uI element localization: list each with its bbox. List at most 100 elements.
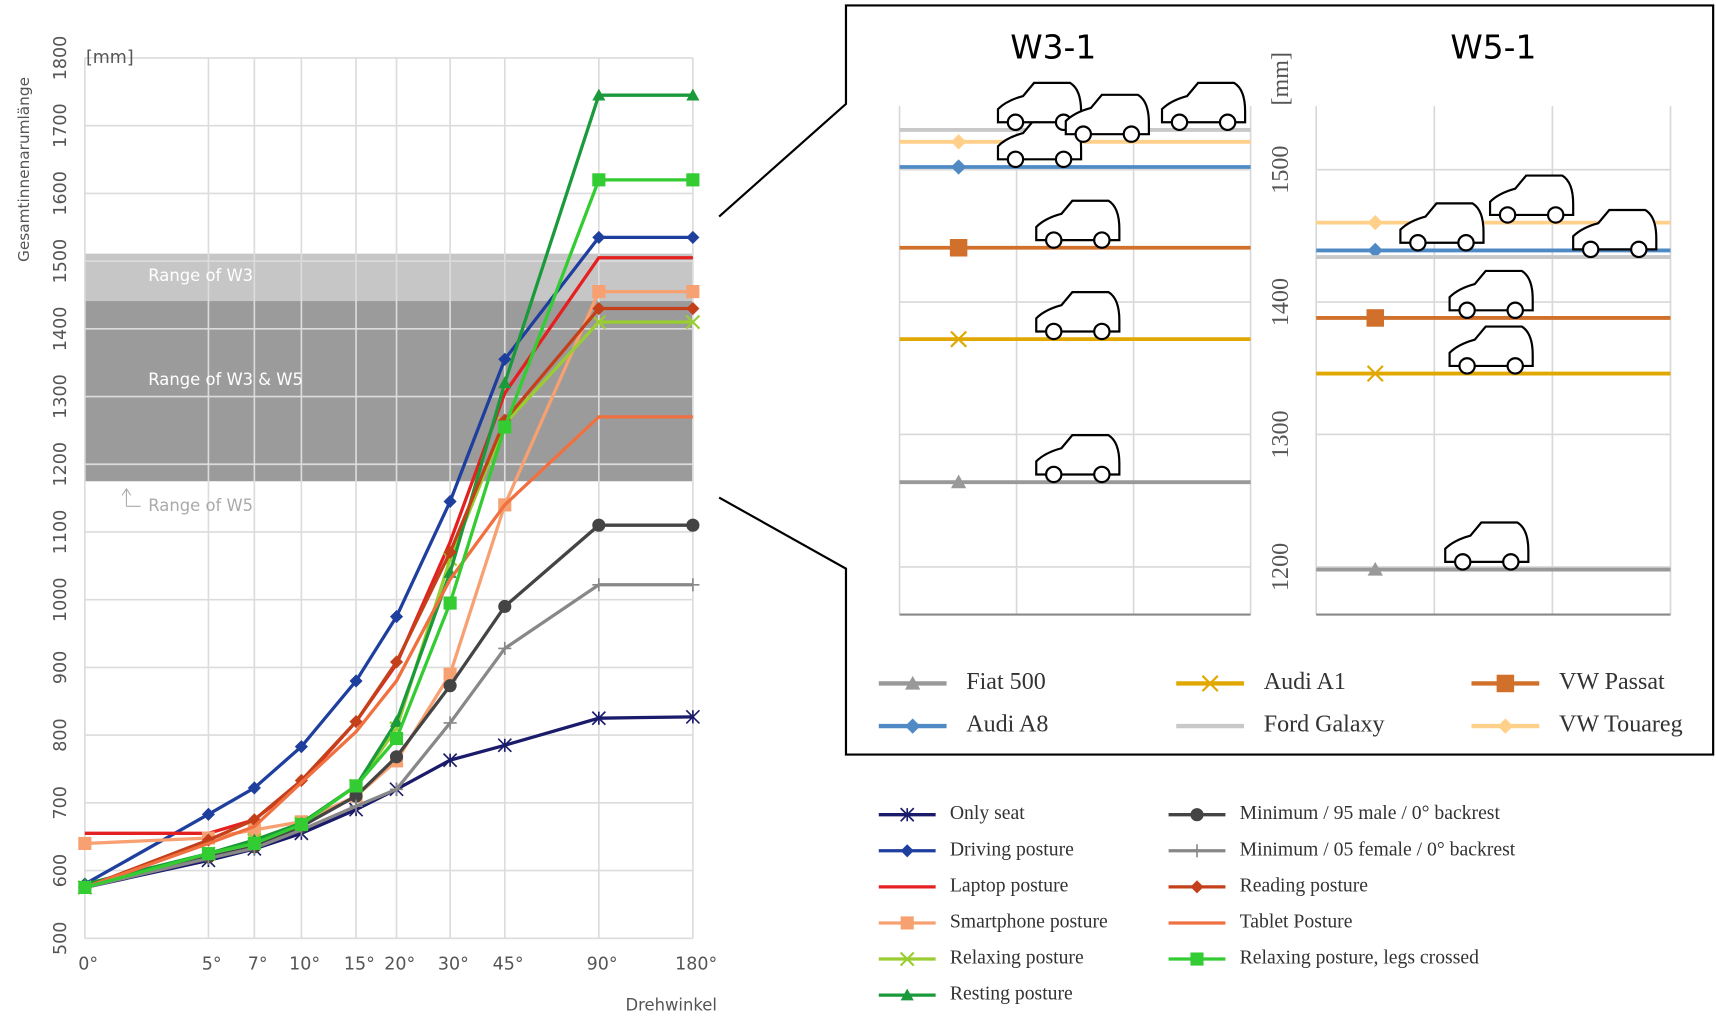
car-wheel xyxy=(1172,115,1187,130)
car-wheel xyxy=(1631,242,1646,257)
car-wheel xyxy=(1508,303,1523,318)
marker xyxy=(498,600,511,613)
car-wheel xyxy=(1503,554,1518,569)
marker xyxy=(1497,675,1514,692)
marker xyxy=(390,750,403,763)
car-wheel xyxy=(1124,127,1139,142)
marker xyxy=(686,231,699,244)
page: {"chart_data": [ {"type": "line", "y_lab… xyxy=(0,0,1716,1017)
car-wheel xyxy=(1455,554,1470,569)
y-tick-label: 1600 xyxy=(51,171,71,216)
marker xyxy=(444,679,457,692)
car-wheel xyxy=(1500,207,1515,222)
car-wheel xyxy=(1459,358,1474,373)
marker xyxy=(905,718,920,733)
marker xyxy=(901,916,914,929)
marker xyxy=(1190,808,1203,821)
y-tick-label: 1700 xyxy=(51,103,71,148)
car-wheel xyxy=(1508,358,1523,373)
car-wheel xyxy=(1008,152,1023,167)
marker xyxy=(592,285,605,298)
legend-label: Relaxing posture, legs crossed xyxy=(1240,947,1479,969)
y-tick-label: 1200 xyxy=(51,442,71,487)
marker xyxy=(1190,844,1203,857)
legend-label: Fiat 500 xyxy=(966,669,1046,695)
y-tick-label: 1500 xyxy=(51,239,71,284)
marker xyxy=(78,881,91,894)
car-wheel xyxy=(1458,235,1473,250)
marker xyxy=(951,159,966,174)
marker xyxy=(295,818,308,831)
car-wheel xyxy=(1583,242,1598,257)
marker xyxy=(951,134,966,149)
legend-label: Audi A1 xyxy=(1264,669,1346,695)
car-wheel xyxy=(1410,235,1425,250)
marker xyxy=(350,779,363,792)
legend-label: Minimum / 95 male / 0° backrest xyxy=(1240,802,1501,824)
marker xyxy=(202,847,215,860)
x-tick-label: 0° xyxy=(78,955,98,975)
marker xyxy=(390,732,403,745)
band-label: Range of W5 xyxy=(148,496,253,515)
y-tick-label: 1300 xyxy=(51,374,71,419)
y-tick-label: 700 xyxy=(51,786,71,819)
y-unit: [mm] xyxy=(86,48,134,68)
panel-title: W5-1 xyxy=(1450,29,1536,67)
marker xyxy=(1498,718,1513,733)
marker xyxy=(248,837,261,850)
x-tick-label: 90° xyxy=(587,955,618,975)
legend-label: Ford Galaxy xyxy=(1264,712,1385,738)
y-tick-label: 1300 xyxy=(1268,410,1294,458)
marker xyxy=(444,597,457,610)
car-wheel xyxy=(1076,127,1091,142)
marker xyxy=(950,239,967,256)
main-chart: 5006007008009001000110012001300140015001… xyxy=(15,36,717,1015)
band-label: Range of W3 xyxy=(148,266,253,285)
x-tick-label: 15° xyxy=(344,955,375,975)
legend-label: Relaxing posture xyxy=(950,947,1084,969)
car-wheel xyxy=(1220,115,1235,130)
marker xyxy=(1190,952,1203,965)
marker xyxy=(686,285,699,298)
y-tick-label: 800 xyxy=(51,718,71,751)
x-axis-label: Drehwinkel xyxy=(626,996,717,1015)
y-tick-label: 900 xyxy=(51,651,71,684)
panel-title: W3-1 xyxy=(1010,29,1096,67)
marker xyxy=(498,420,511,433)
x-tick-label: 7° xyxy=(248,955,268,975)
legend-label: VW Passat xyxy=(1559,669,1665,695)
legend-label: Minimum / 05 female / 0° backrest xyxy=(1240,838,1516,860)
y-tick-label: 600 xyxy=(51,854,71,887)
legend-label: Audi A8 xyxy=(966,712,1048,738)
band-label: Range of W3 & W5 xyxy=(148,370,303,389)
legend-label: Reading posture xyxy=(1240,874,1369,896)
legend-label: Only seat xyxy=(950,802,1025,824)
y-tick-label: 1500 xyxy=(1268,146,1294,194)
marker xyxy=(592,173,605,186)
y-unit: [mm] xyxy=(1268,52,1294,105)
legend-label: Tablet Posture xyxy=(1240,910,1353,932)
y-tick-label: 500 xyxy=(51,922,71,955)
y-axis-label: Gesamtinnenarumlänge xyxy=(15,77,33,262)
marker xyxy=(592,519,605,532)
car-wheel xyxy=(1046,467,1061,482)
figure: 5006007008009001000110012001300140015001… xyxy=(0,0,1716,1017)
band-arrow xyxy=(122,489,141,506)
marker xyxy=(901,844,914,857)
marker xyxy=(1367,309,1384,326)
x-tick-label: 5° xyxy=(202,955,222,975)
legend-label: Driving posture xyxy=(950,838,1074,860)
legend-label: Smartphone posture xyxy=(950,910,1108,932)
marker xyxy=(686,519,699,532)
legend-label: Laptop posture xyxy=(950,874,1069,896)
x-tick-label: 45° xyxy=(493,955,524,975)
x-tick-label: 10° xyxy=(289,955,320,975)
marker xyxy=(686,578,699,591)
marker xyxy=(1190,880,1203,893)
legend-label: Resting posture xyxy=(950,983,1073,1005)
car-wheel xyxy=(1046,324,1061,339)
marker xyxy=(202,808,215,821)
car-wheel xyxy=(1459,303,1474,318)
x-tick-label: 180° xyxy=(675,955,717,975)
